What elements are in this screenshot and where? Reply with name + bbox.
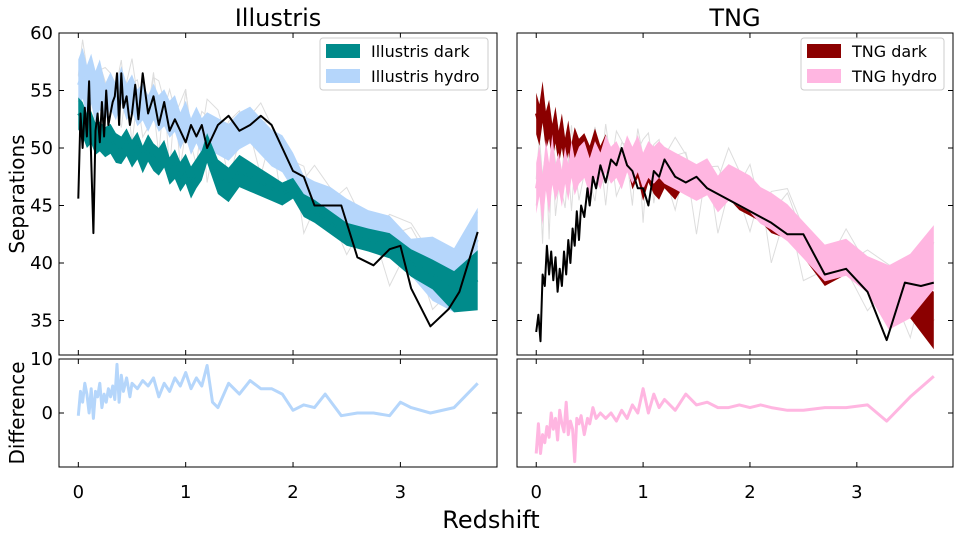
x-tick-label: 2 (744, 482, 755, 503)
illustris-difference-line (76, 362, 479, 420)
x-tick-label: 0 (531, 482, 542, 503)
x-tick-label: 3 (395, 482, 406, 503)
panel-title-tng: TNG (708, 4, 760, 32)
illustris-observed-line (77, 72, 479, 328)
x-tick-label: 0 (73, 482, 84, 503)
illustris-difference-plot (76, 362, 479, 420)
legend-illustris: Illustris dark Illustris hydro (319, 37, 489, 91)
legend-box (319, 37, 489, 91)
y-tick-label: 55 (30, 81, 53, 102)
illustris-top-frame (58, 32, 498, 356)
legend-label-illustris-hydro: Illustris hydro (371, 67, 480, 86)
y-tick-label: 40 (30, 253, 53, 274)
tng-difference-plot (534, 375, 935, 464)
tng-top-frame (516, 32, 954, 356)
tng-observed-line (535, 147, 935, 343)
tng-difference-line (534, 375, 935, 464)
illustris-bottom-frame (58, 358, 498, 468)
x-tick-label: 1 (180, 482, 191, 503)
y-axis-label-difference: Difference (5, 361, 29, 464)
illustris-dark-mean-line (77, 112, 479, 294)
axis-ticks: 0 1 2 3 0 1 2 3 35 40 45 50 55 60 0 10 (30, 23, 953, 503)
y-tick-label: 35 (30, 311, 53, 332)
tng-hydro-mean-line (534, 150, 935, 300)
illustris-separations-plot (77, 39, 479, 328)
tng-separations-plot (534, 81, 935, 350)
legend-label-tng-dark: TNG dark (851, 42, 928, 61)
x-tick-label: 2 (287, 482, 298, 503)
illustris-dark-band (78, 97, 478, 313)
y-tick-label: 10 (30, 349, 53, 370)
x-tick-label: 3 (851, 482, 862, 503)
tng-bottom-frame (516, 358, 954, 468)
y-tick-label: 0 (42, 403, 53, 424)
y-axis-label-separations: Separations (5, 134, 29, 253)
legend-swatch-tng-dark (807, 44, 841, 58)
legend-swatch-illustris-dark (326, 44, 360, 58)
legend-swatch-illustris-hydro (326, 69, 360, 83)
x-tick-label: 1 (637, 482, 648, 503)
y-tick-label: 45 (30, 196, 53, 217)
panel-title-illustris: Illustris (235, 4, 322, 32)
legend-label-tng-hydro: TNG hydro (851, 67, 937, 86)
tng-hydro-band (536, 134, 934, 330)
x-axis-label-redshift: Redshift (442, 506, 539, 534)
legend-label-illustris-dark: Illustris dark (371, 42, 470, 61)
legend-swatch-tng-hydro (807, 69, 841, 83)
y-tick-label: 60 (30, 23, 53, 44)
legend-tng: TNG dark TNG hydro (800, 37, 945, 91)
y-tick-label: 50 (30, 138, 53, 159)
